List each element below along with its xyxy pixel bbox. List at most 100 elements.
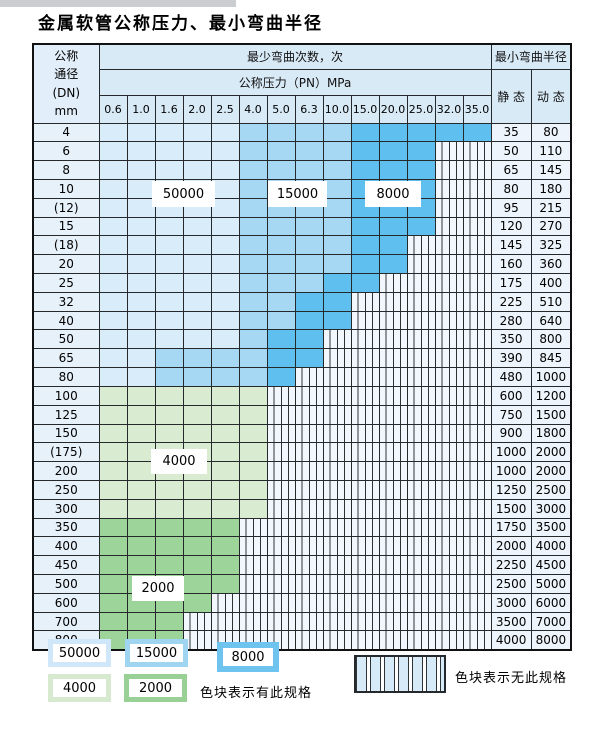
legend-has-spec-text: 色块表示有此规格 — [200, 686, 313, 701]
spec-cell — [210, 498, 240, 519]
no-spec-cell — [378, 461, 408, 481]
pressure-value: 15.0 — [350, 94, 380, 124]
spec-cell — [238, 479, 268, 500]
dynamic-radius-value: 180 — [530, 178, 572, 199]
spec-cell — [98, 348, 128, 369]
spec-cell — [238, 254, 268, 274]
no-spec-cell — [322, 479, 352, 500]
spec-cell — [98, 178, 128, 199]
no-spec-cell — [406, 310, 436, 331]
pressure-value: 32.0 — [434, 94, 464, 124]
dn-label: 4 — [32, 122, 100, 143]
no-spec-cell — [322, 555, 352, 575]
spec-cell — [238, 160, 268, 180]
no-spec-cell — [322, 574, 352, 594]
dn-label: 65 — [32, 348, 100, 369]
dn-label: 40 — [32, 310, 100, 331]
no-spec-cell — [294, 385, 324, 406]
spec-cell — [98, 160, 128, 180]
spec-cell — [98, 197, 128, 218]
pressure-header: 公称压力（PN）MPa — [98, 68, 492, 96]
spec-cell — [322, 178, 352, 199]
no-spec-cell — [266, 574, 296, 594]
no-spec-cell — [406, 273, 436, 293]
spec-cell — [350, 216, 380, 237]
spec-cell — [434, 122, 464, 143]
dn-label: 20 — [32, 254, 100, 274]
dynamic-radius-value: 360 — [530, 254, 572, 274]
dynamic-radius-value: 1200 — [530, 385, 572, 406]
no-spec-cell — [266, 536, 296, 557]
no-spec-cell — [434, 216, 464, 237]
spec-cell — [182, 329, 212, 350]
no-spec-cell — [406, 404, 436, 425]
static-radius-value: 1500 — [490, 498, 532, 519]
no-spec-cell — [406, 367, 436, 387]
spec-cell — [182, 555, 212, 575]
spec-cell — [266, 216, 296, 237]
no-spec-cell — [406, 555, 436, 575]
spec-cell — [126, 235, 156, 256]
spec-cell — [238, 498, 268, 519]
spec-cell — [154, 122, 184, 143]
spec-cell — [294, 254, 324, 274]
spec-cell — [98, 423, 128, 444]
spec-cell — [322, 273, 352, 293]
spec-cell — [126, 254, 156, 274]
no-spec-cell — [462, 235, 492, 256]
spec-cell — [294, 141, 324, 162]
spec-cell — [210, 385, 240, 406]
static-radius-value: 35 — [490, 122, 532, 143]
no-spec-cell — [406, 385, 436, 406]
no-spec-cell — [434, 442, 464, 463]
spec-cell — [294, 291, 324, 312]
static-radius-value: 2000 — [490, 536, 532, 557]
no-spec-cell — [294, 536, 324, 557]
spec-cell — [238, 329, 268, 350]
no-spec-cell — [462, 517, 492, 538]
spec-cell — [126, 273, 156, 293]
no-spec-cell — [350, 536, 380, 557]
spec-cell — [98, 329, 128, 350]
static-radius-value: 750 — [490, 404, 532, 425]
spec-cell — [98, 122, 128, 143]
spec-cell — [154, 273, 184, 293]
spec-cell — [98, 404, 128, 425]
spec-cell — [378, 216, 408, 237]
spec-cell — [126, 291, 156, 312]
table-row: 8 65 145 — [32, 160, 572, 180]
no-spec-cell — [406, 254, 436, 274]
spec-cell — [210, 254, 240, 274]
no-spec-cell — [350, 630, 380, 651]
dn-label: 450 — [32, 555, 100, 575]
spec-cell — [126, 404, 156, 425]
dynamic-radius-value: 3000 — [530, 498, 572, 519]
spec-cell — [154, 329, 184, 350]
scan-edge-artifact — [0, 0, 236, 7]
dn-label: 350 — [32, 517, 100, 538]
no-spec-cell — [210, 611, 240, 632]
table-row: 125 750 1500 — [32, 404, 572, 425]
dynamic-radius-value: 3500 — [530, 517, 572, 538]
spec-cell — [126, 348, 156, 369]
no-spec-cell — [378, 291, 408, 312]
spec-cell — [266, 273, 296, 293]
dn-label: 400 — [32, 536, 100, 557]
spec-cell — [126, 216, 156, 237]
pressure-value: 1.6 — [154, 94, 184, 124]
no-spec-cell — [294, 442, 324, 463]
spec-cell — [154, 348, 184, 369]
dynamic-radius-value: 110 — [530, 141, 572, 162]
spec-cell — [182, 517, 212, 538]
spec-cell — [238, 216, 268, 237]
legend-swatch-4000: 4000 — [48, 674, 111, 702]
no-spec-cell — [294, 367, 324, 387]
no-spec-cell — [266, 423, 296, 444]
spec-cell — [98, 254, 128, 274]
spec-cell — [210, 235, 240, 256]
spec-cell — [238, 423, 268, 444]
static-radius-value: 120 — [490, 216, 532, 237]
no-spec-cell — [434, 329, 464, 350]
spec-cell — [182, 479, 212, 500]
no-spec-cell — [406, 479, 436, 500]
